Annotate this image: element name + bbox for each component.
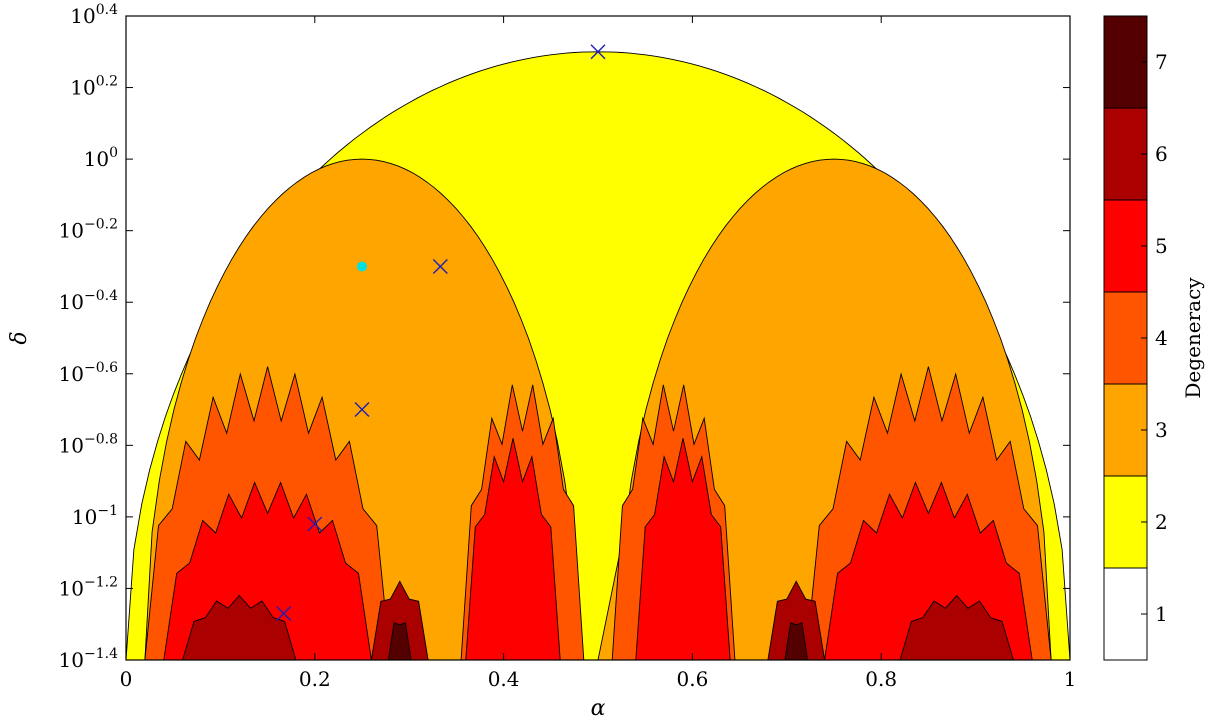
markers-layer — [276, 44, 606, 621]
colorbar-label-2: 2 — [1155, 510, 1168, 534]
y-tick-label: 10−0.4 — [59, 288, 119, 314]
colorbar-swatch-4 — [1103, 291, 1148, 385]
marker-cross-0 — [590, 44, 606, 60]
region-level-6-c — [767, 580, 826, 660]
y-axis-label: δ — [7, 331, 32, 344]
marker-cross-3 — [307, 516, 323, 532]
colorbar-swatch-7 — [1103, 15, 1148, 109]
region-level-6-a — [182, 594, 297, 660]
degeneracy-regions — [126, 51, 1070, 660]
marker-cross-2 — [354, 402, 370, 418]
x-axis-label: α — [591, 696, 606, 720]
colorbar: 7 6 5 4 3 2 1 — [1103, 15, 1168, 661]
marker-cross-stroke — [354, 402, 370, 418]
marker-cross-stroke — [307, 516, 323, 532]
marker-cross-4 — [276, 605, 292, 621]
y-tick-label: 10−0.8 — [59, 431, 118, 457]
y-tick-label: 10−1.4 — [59, 646, 119, 672]
y-tick-label: 100 — [84, 145, 118, 171]
x-axis-ticks: 0 0.2 0.4 0.6 0.8 1 — [120, 16, 1077, 691]
y-axis-ticks: 100.4 100.2 100 10−0.2 10−0.4 10−0.6 10−0.8 10−… — [59, 2, 1070, 672]
y-tick-label: 10−0.2 — [59, 217, 118, 243]
y-tick-label: 10−1.2 — [59, 574, 118, 600]
x-tick-label: 0 — [120, 667, 133, 691]
region-level-7-a — [387, 622, 412, 660]
region-level-6-b — [370, 580, 429, 660]
region-level-6-d — [899, 594, 1014, 660]
x-tick-label: 0.8 — [865, 667, 897, 691]
colorbar-swatch-1 — [1103, 567, 1148, 661]
colorbar-label-5: 5 — [1155, 234, 1168, 258]
marker-dot-5 — [357, 261, 367, 272]
marker-cross-stroke — [590, 44, 606, 60]
y-tick-label: 10−1 — [72, 503, 118, 529]
colorbar-swatch-5 — [1103, 199, 1148, 293]
marker-cross-stroke — [276, 605, 292, 621]
colorbar-swatch-6 — [1103, 107, 1148, 201]
x-tick-label: 0.4 — [488, 667, 520, 691]
y-tick-label: 10−0.6 — [59, 360, 119, 386]
colorbar-label-6: 6 — [1155, 142, 1168, 166]
marker-cross-stroke — [432, 258, 448, 274]
region-level-7-b — [784, 622, 809, 660]
colorbar-label-7: 7 — [1155, 50, 1168, 74]
colorbar-label-1: 1 — [1155, 602, 1168, 626]
region-level-5-c — [635, 438, 731, 660]
marker-cross-1 — [432, 258, 448, 274]
colorbar-title: Degeneracy — [1181, 277, 1205, 399]
x-tick-label: 0.2 — [299, 667, 331, 691]
region-level-5-b — [465, 438, 561, 660]
plot-frame — [125, 15, 1071, 661]
colorbar-swatch-2 — [1103, 475, 1148, 569]
x-tick-label: 0.6 — [676, 667, 708, 691]
colorbar-label-4: 4 — [1155, 326, 1168, 350]
y-tick-label: 100.2 — [70, 74, 118, 100]
y-tick-label: 100.4 — [70, 2, 118, 28]
x-tick-label: 1 — [1064, 667, 1077, 691]
colorbar-label-3: 3 — [1155, 418, 1168, 442]
colorbar-swatch-3 — [1103, 383, 1148, 477]
